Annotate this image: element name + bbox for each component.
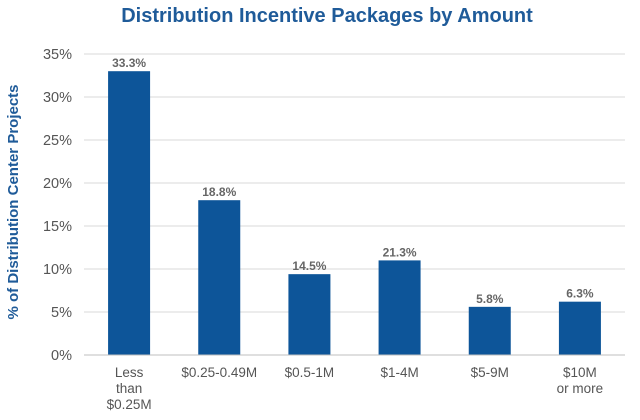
y-tick-label: 35% [43,47,72,63]
bar [108,71,151,355]
x-tick-label: $0.25-0.49M [181,365,257,380]
bar [378,260,421,355]
data-label: 14.5% [292,259,326,273]
y-tick-label: 30% [43,90,72,106]
bar [288,274,331,355]
x-tick-line: $10M [563,365,597,380]
bar [198,200,241,355]
y-tick-label: 0% [51,348,72,364]
data-label: 18.8% [202,185,236,199]
y-tick-label: 15% [43,219,72,235]
y-tick-label: 10% [43,262,72,278]
x-tick-line: $0.5-1M [285,365,335,380]
x-tick-line: $0.25M [107,397,152,412]
bar [468,306,511,355]
chart-title: Distribution Incentive Packages by Amoun… [121,5,533,27]
x-tick-line: Less [115,365,144,380]
x-axis-ticks: Less than $0.25M $0.25-0.49M $0.5-1M $1-4M $5-… [107,365,604,412]
data-label: 5.8% [476,292,504,306]
data-label: 33.3% [112,56,146,70]
x-tick-line: than [116,381,142,396]
bars [108,71,601,355]
x-tick-label: $5-9M [471,365,509,380]
data-label: 6.3% [566,287,594,301]
bar [558,301,601,355]
x-tick-line: $5-9M [471,365,509,380]
x-tick-label: $0.5-1M [285,365,335,380]
data-label: 21.3% [383,245,417,259]
y-tick-label: 5% [51,305,72,321]
x-tick-line: or more [557,381,604,396]
y-tick-label: 20% [43,176,72,192]
x-tick-line: $0.25-0.49M [181,365,257,380]
x-tick-label: Less than $0.25M [107,365,152,412]
x-tick-label: $10M or more [557,365,604,396]
y-tick-label: 25% [43,133,72,149]
y-axis-ticks: 0% 5% 10% 15% 20% 25% 30% 35% [43,47,72,364]
y-gridlines [84,53,625,313]
y-axis-label: % of Distribution Center Projects [5,84,22,319]
data-labels: 33.3% 18.8% 14.5% 21.3% 5.8% 6.3% [112,56,594,306]
x-tick-line: $1-4M [380,365,418,380]
x-tick-label: $1-4M [380,365,418,380]
